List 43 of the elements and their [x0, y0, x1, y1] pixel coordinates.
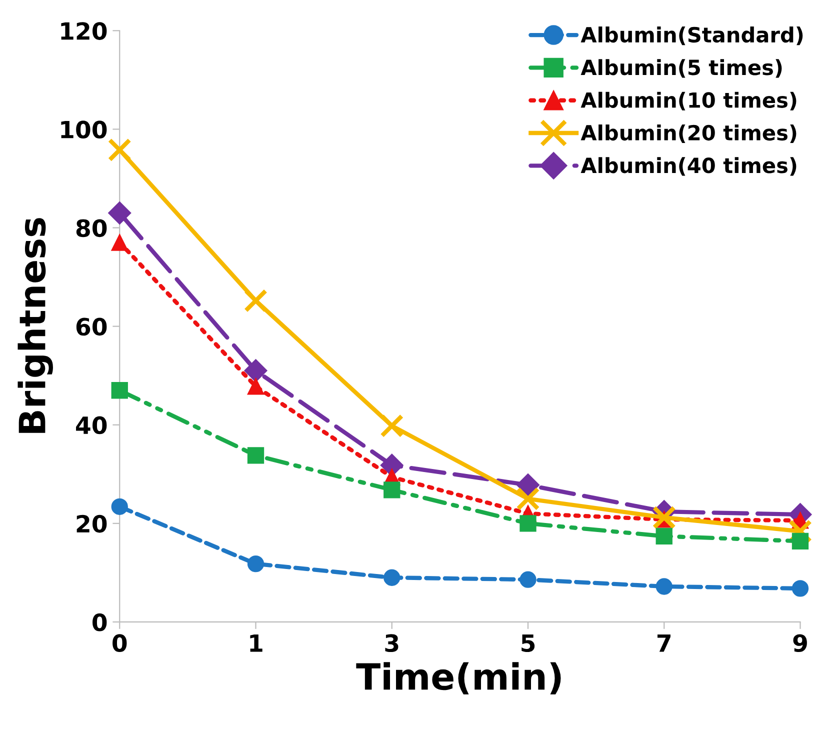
y-tick-label: 120	[61, 22, 107, 40]
point	[516, 486, 540, 511]
point	[380, 414, 404, 438]
point	[111, 234, 128, 251]
point	[384, 482, 400, 498]
point	[384, 569, 400, 586]
x-tick-label: 9	[793, 634, 807, 652]
y-tick-label: 80	[76, 219, 107, 238]
point	[247, 447, 264, 464]
point	[244, 288, 268, 312]
point	[108, 201, 132, 224]
point	[520, 571, 536, 588]
point	[247, 555, 264, 572]
point	[244, 359, 268, 382]
point	[516, 473, 540, 496]
x-tick-label: 7	[657, 634, 670, 652]
y-axis-title: Brightness	[18, 218, 53, 433]
point	[656, 528, 672, 545]
point	[788, 519, 812, 544]
point	[247, 378, 264, 395]
legend-label: Albumin(5 times)	[580, 59, 782, 78]
x-tick-label: 0	[112, 634, 127, 652]
y-tick-label: 100	[61, 120, 107, 139]
point	[652, 506, 676, 530]
legend-label: Albumin(40 times)	[580, 157, 796, 176]
point	[656, 578, 672, 595]
point	[111, 382, 128, 399]
point	[111, 498, 128, 515]
x-tick-label: 3	[385, 634, 398, 652]
legend-label: Albumin(Standard)	[580, 26, 803, 46]
point	[792, 532, 809, 550]
legend-label: Albumin(10 times)	[580, 92, 796, 110]
point	[520, 515, 536, 532]
x-tick-label: 5	[522, 634, 535, 652]
x-tick-label: 1	[250, 634, 262, 652]
legend-label: Albumin(20 times)	[580, 124, 796, 144]
y-tick-label: 40	[76, 416, 107, 434]
x-axis-title: Time(min)	[356, 662, 561, 694]
y-tick-label: 0	[92, 613, 107, 632]
y-tick-label: 60	[76, 318, 107, 336]
point	[792, 580, 809, 597]
point	[108, 138, 132, 162]
y-tick-label: 20	[76, 514, 107, 533]
